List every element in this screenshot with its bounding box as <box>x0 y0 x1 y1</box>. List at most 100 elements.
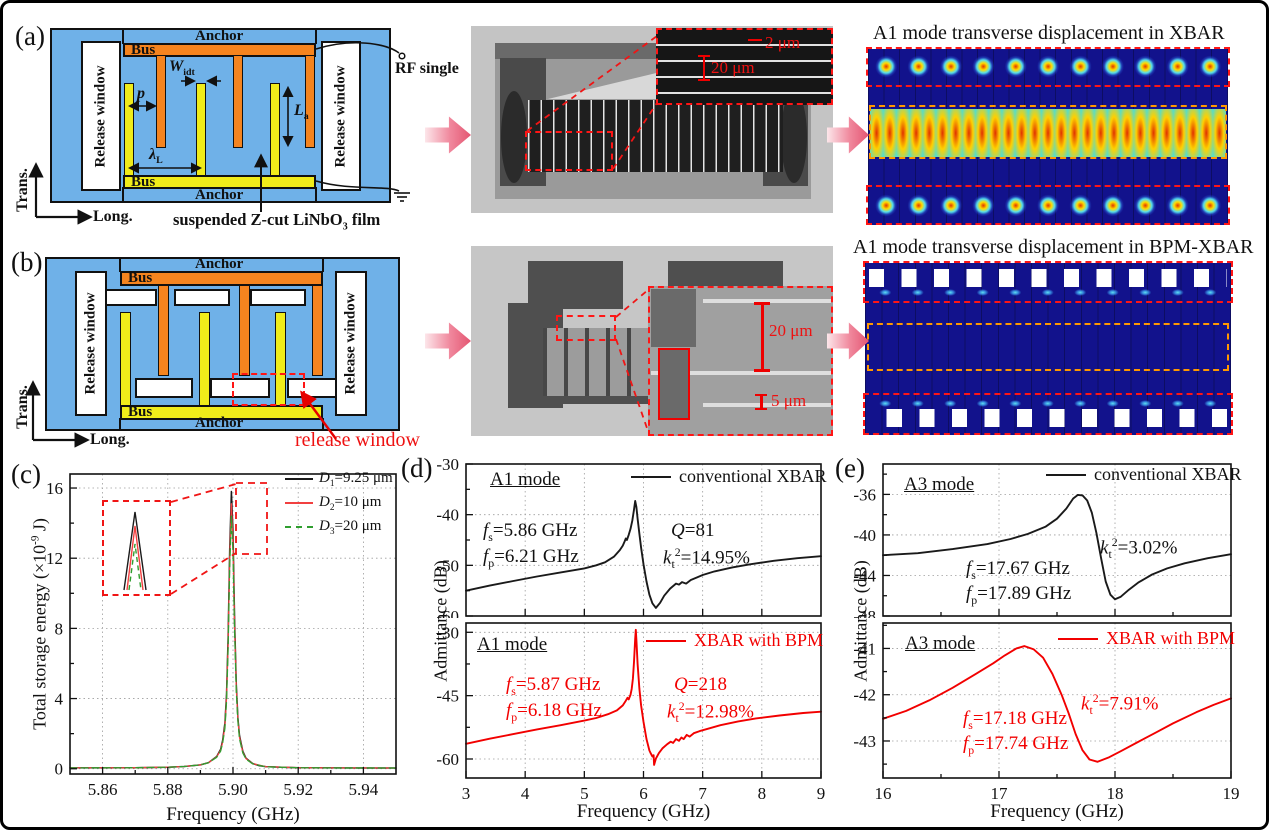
aperture-dimension-label: La <box>294 102 309 123</box>
idt-finger <box>305 55 315 148</box>
scale-bar <box>760 395 763 409</box>
svg-text:-36: -36 <box>853 485 876 504</box>
panel-label-a: (a) <box>15 21 45 51</box>
svg-text:7: 7 <box>698 784 707 803</box>
rf-port-label: RF single <box>395 60 459 77</box>
sem-inset-finger-gap <box>703 299 831 303</box>
sem-etch-arc <box>501 91 527 183</box>
legend-item: D3=20 μm <box>285 515 393 539</box>
idt-finger <box>158 285 169 376</box>
panel-label-d: (d) <box>401 453 433 483</box>
bpm-window <box>174 289 230 306</box>
x-axis-label: Frequency (GHz) <box>990 801 1124 822</box>
legend-line-sample <box>285 502 313 504</box>
mode-label: A1 mode <box>477 634 548 655</box>
flow-arrow <box>425 116 471 154</box>
svg-text:17: 17 <box>991 784 1009 803</box>
axis-label-trans: Trans. <box>14 385 31 429</box>
bus-label-top: Bus <box>128 270 153 286</box>
bpm-window <box>135 378 193 398</box>
edge-region-box-top <box>866 47 1230 87</box>
idt-finger <box>124 83 134 177</box>
chart-legend: conventional XBAR <box>631 466 826 487</box>
mode-shape-image-xbar <box>868 49 1228 225</box>
edge-region-box-bottom <box>863 393 1233 435</box>
release-window-squares-top <box>869 269 1227 287</box>
edge-region-box-bottom <box>866 185 1230 225</box>
svg-text:3: 3 <box>462 784 471 803</box>
release-window-label: Release window <box>342 292 359 395</box>
svg-text:8: 8 <box>758 784 767 803</box>
idt-finger <box>312 285 323 376</box>
release-window-label: Release window <box>332 64 349 168</box>
fp-annotation: fp=6.18 GHz <box>506 700 602 724</box>
legend-item: D2=10 μm <box>285 491 393 515</box>
axis-label-trans: Trans. <box>14 168 31 212</box>
kt2-annotation: kt2=14.95% <box>663 546 750 572</box>
q-annotation: Q=81 <box>671 520 715 541</box>
sem-zoom-source-box <box>556 315 616 341</box>
fp-annotation: fp=17.74 GHz <box>963 733 1069 757</box>
legend-line-sample <box>1058 637 1098 640</box>
scale-label-5um: 5 μm <box>771 391 807 410</box>
legend-line-sample <box>1046 473 1086 476</box>
sem-zoom-source-box <box>525 131 613 171</box>
y-axis-label: Total storage energy (×10-9 J) <box>29 518 50 730</box>
fs-annotation: fs=17.67 GHz <box>966 558 1070 582</box>
release-window-right: Release window <box>335 271 367 416</box>
svg-text:-45: -45 <box>436 687 459 706</box>
mode-shape-image-bpm-xbar <box>865 263 1231 435</box>
ground-bus-bar <box>123 175 316 189</box>
scale-bar-cap <box>754 369 770 372</box>
svg-text:5.94: 5.94 <box>349 780 379 799</box>
signal-bus-bar <box>123 43 316 57</box>
svg-text:8: 8 <box>55 619 64 638</box>
anchor-separator <box>315 28 317 44</box>
svg-text:19: 19 <box>1223 784 1240 803</box>
svg-text:-41: -41 <box>853 639 876 658</box>
svg-text:9: 9 <box>817 784 826 803</box>
legend-line-sample <box>285 526 313 528</box>
legend-item: D1=9.25 μm <box>285 467 393 491</box>
svg-text:-44: -44 <box>853 566 876 585</box>
simulation-title-xbar: A1 mode transverse displacement in XBAR <box>873 22 1225 44</box>
legend-line-sample <box>631 475 671 478</box>
x-axis-label: Frequency (GHz) <box>576 801 711 822</box>
svg-text:16: 16 <box>46 479 63 498</box>
scale-bar-cap <box>755 408 767 410</box>
svg-text:-42: -42 <box>853 686 876 705</box>
anchor-label-bottom: Anchor <box>195 415 244 431</box>
idt-width-dimension-label: Widt <box>169 58 195 79</box>
idt-finger <box>239 285 250 376</box>
anchor-separator <box>122 187 124 203</box>
displacement-marks-bottom <box>869 399 1227 408</box>
scale-label-20um: 20 μm <box>711 58 755 77</box>
wavelength-dimension-label: λL <box>149 146 163 167</box>
svg-text:4: 4 <box>521 784 530 803</box>
svg-text:18: 18 <box>1107 784 1124 803</box>
admittance-chart-a1-bpm: 3 4 5 6 7 8 9 -30 -45 -60 A1 mode XBAR with BPM f… <box>431 618 833 823</box>
scale-bar-cap <box>698 55 710 57</box>
sem-dark-pad <box>528 261 623 309</box>
idt-finger <box>120 312 131 407</box>
admittance-chart-a1-conventional: -30 -40 -50 -60 A1 mode conventional XBAR f… <box>431 446 833 618</box>
svg-text:5.86: 5.86 <box>88 780 118 799</box>
bus-label-bottom: Bus <box>131 174 156 190</box>
scale-label-20um: 20 μm <box>769 321 813 340</box>
anchor-separator <box>322 257 324 272</box>
svg-text:5.90: 5.90 <box>218 780 248 799</box>
displacement-marks-top <box>869 288 1227 297</box>
axis-label-long: Long. <box>90 431 130 448</box>
anchor-separator <box>315 187 317 203</box>
idt-finger <box>199 312 210 407</box>
kt2-annotation: kt2=7.91% <box>1081 692 1159 718</box>
panel-label-c: (c) <box>11 459 41 489</box>
kt2-annotation: kt2=12.98% <box>667 700 754 726</box>
anchor-separator <box>119 257 121 272</box>
legend-line-sample <box>646 639 686 642</box>
peak-zoom-inset <box>102 500 171 596</box>
displacement-blobs-top <box>870 53 1226 83</box>
q-annotation: Q=218 <box>674 674 727 695</box>
svg-text:12: 12 <box>46 549 63 568</box>
